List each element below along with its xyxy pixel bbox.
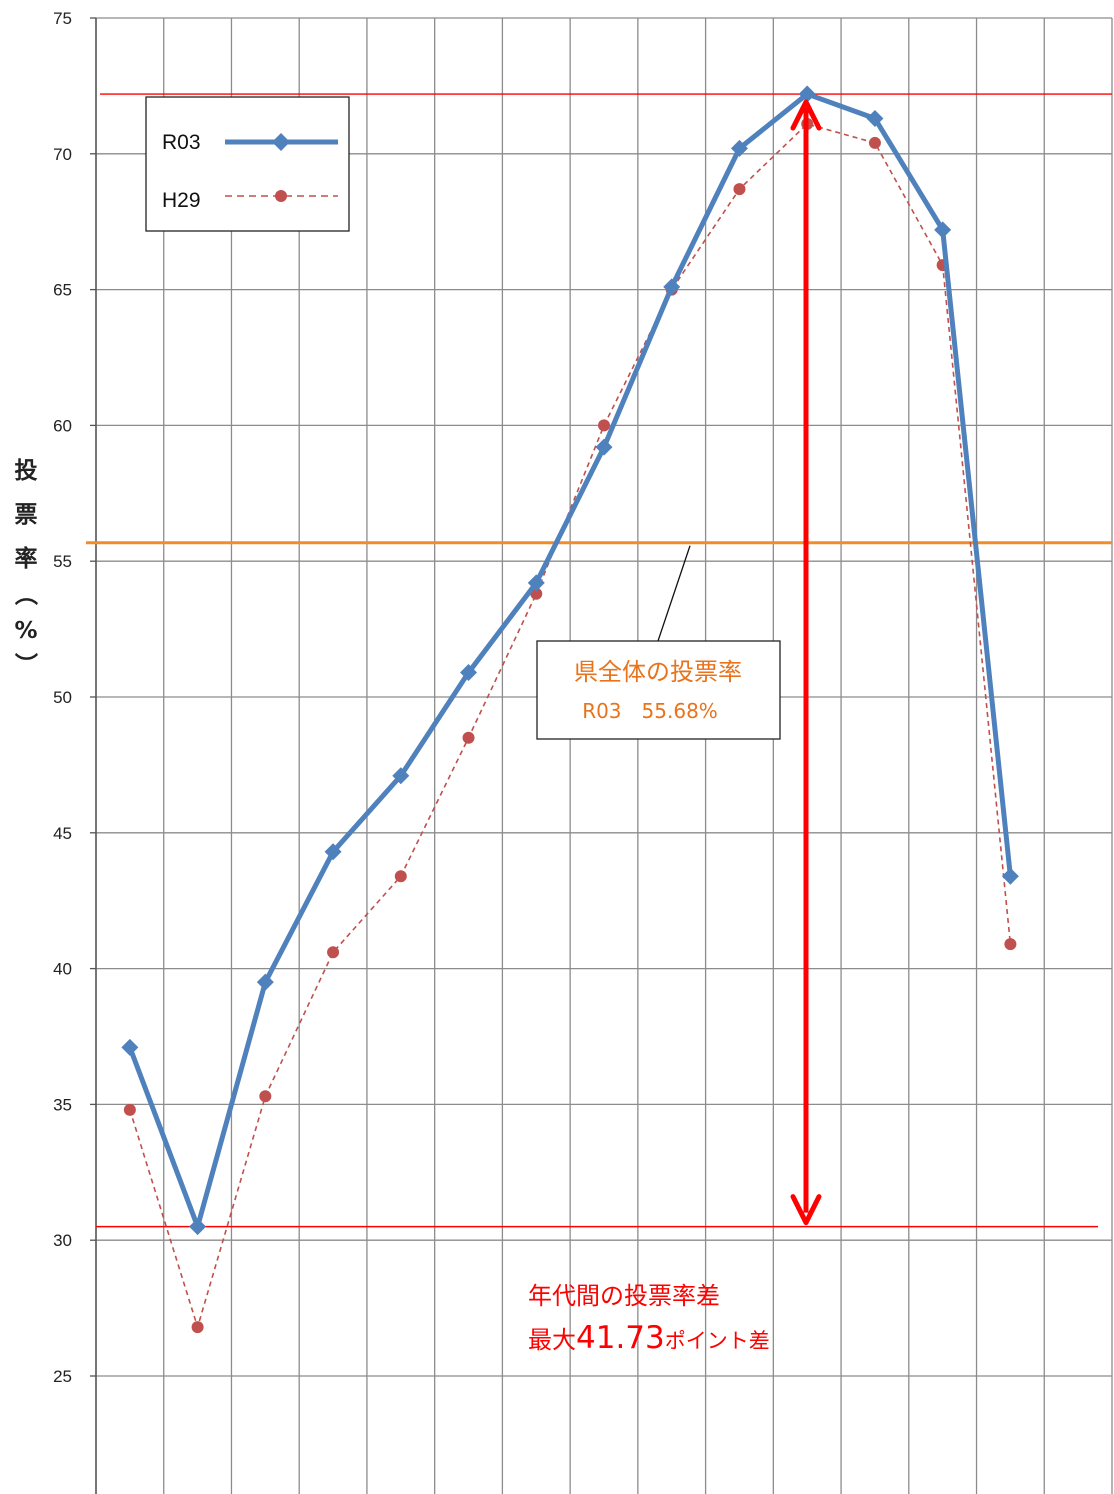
grid-lines: [95, 17, 1113, 1494]
point-r03: [527, 574, 545, 592]
y-tick-label: 35: [53, 1095, 72, 1114]
y-tick-label: 30: [53, 1231, 72, 1250]
difference-arrow: [790, 99, 822, 1226]
point-r03: [189, 1218, 207, 1236]
point-r03: [934, 221, 952, 239]
point-h29: [394, 870, 407, 883]
point-h29: [868, 136, 881, 149]
callout-value: R03 55.68%: [582, 699, 718, 723]
arrow-head-down: [790, 1194, 822, 1226]
point-h29: [191, 1321, 204, 1334]
diff-note-number: 41.73: [576, 1320, 665, 1356]
point-h29: [259, 1090, 272, 1103]
y-tick-label: 70: [53, 145, 72, 164]
y-tick-label: 50: [53, 688, 72, 707]
point-r03: [392, 767, 410, 785]
point-r03: [1001, 867, 1019, 885]
y-label-char: 票: [15, 502, 38, 528]
point-r03: [663, 278, 681, 296]
point-r03: [121, 1038, 139, 1056]
point-h29: [1004, 938, 1017, 951]
legend-label-h29: H29: [162, 189, 201, 212]
y-label-char: （: [12, 583, 39, 606]
y-tick-label: 60: [53, 416, 72, 435]
point-r03: [324, 843, 342, 861]
point-h29: [327, 946, 340, 959]
point-r03: [798, 85, 816, 103]
y-label-char: ）: [12, 653, 39, 676]
legend-box: [145, 96, 350, 232]
point-r03: [460, 664, 478, 682]
y-label-char: %: [14, 618, 37, 644]
y-axis-ticks: 25 30 35 40 45 50 55 60 65 70 75: [53, 9, 96, 1386]
legend: R03 H29: [145, 96, 350, 232]
diff-note-prefix: 最大: [528, 1326, 576, 1354]
series-line-h29: [129, 123, 1012, 1330]
point-h29: [733, 183, 746, 196]
diff-note-line2: 最大41.73ポイント差: [528, 1320, 770, 1356]
legend-marker-r03: [272, 133, 290, 151]
callout-leader-line: [657, 545, 691, 642]
prefecture-rate-callout: 県全体の投票率 R03 55.68%: [536, 545, 781, 740]
diff-note-line1: 年代間の投票率差: [528, 1282, 720, 1310]
point-h29: [462, 731, 475, 744]
y-axis-label: 投票率 （% ）: [12, 458, 39, 676]
series-line-r03: [127, 91, 1013, 1230]
diff-note-suffix: ポイント差: [665, 1329, 770, 1353]
reference-lines: [86, 93, 1112, 1228]
point-h29: [123, 1103, 136, 1116]
legend-marker-h29: [275, 190, 287, 202]
y-tick-label: 25: [53, 1367, 72, 1386]
callout-box: [536, 640, 781, 740]
legend-label-r03: R03: [162, 131, 201, 154]
point-r03: [256, 973, 274, 991]
arrow-head-up: [790, 99, 822, 131]
y-tick-label: 40: [53, 960, 72, 979]
point-r03: [595, 438, 613, 456]
y-tick-label: 75: [53, 9, 72, 28]
y-label-char: 投: [15, 458, 38, 484]
point-r03: [730, 139, 748, 157]
point-h29: [598, 419, 610, 432]
y-tick-label: 45: [53, 824, 72, 843]
point-r03: [866, 109, 884, 127]
callout-title: 県全体の投票率: [574, 658, 742, 686]
y-tick-label: 55: [53, 552, 72, 571]
y-tick-label: 65: [53, 281, 72, 300]
y-label-char: 率: [15, 545, 38, 572]
